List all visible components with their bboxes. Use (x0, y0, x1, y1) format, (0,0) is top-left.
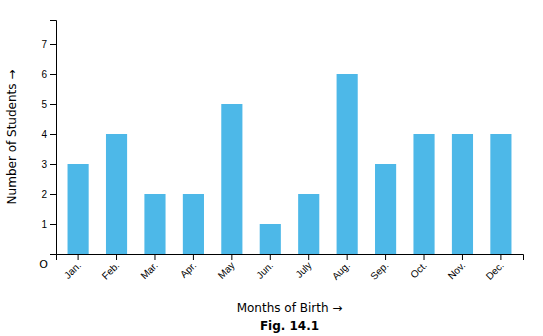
x-axis: Jan. Feb. Mar. Apr. May Jun. July Aug. Sep. Oct. N… (57, 254, 524, 282)
chart-container: Jan. Feb. Mar. Apr. May Jun. July Aug. Sep. Oct. N… (0, 0, 543, 336)
y-tick-label: 2 (41, 189, 47, 200)
y-axis: 1 2 3 4 5 6 7 (41, 21, 56, 255)
chart-svg: Jan. Feb. Mar. Apr. May Jun. July Aug. Sep. Oct. N… (0, 0, 543, 336)
x-tick-mark (270, 254, 271, 260)
x-tick-label: Sep. (368, 260, 390, 282)
x-tick-label: Jan. (62, 260, 83, 281)
x-tick-mark (462, 254, 463, 260)
x-tick-mark (424, 254, 425, 260)
x-tick: Apr. (178, 254, 198, 280)
bar (298, 194, 319, 254)
bars (68, 74, 512, 254)
y-tick: 3 (41, 159, 56, 170)
x-tick-label: Oct. (408, 260, 429, 281)
y-tick-label: 6 (41, 69, 47, 80)
origin-label: O (39, 258, 48, 271)
x-tick: Feb. (100, 254, 122, 282)
y-tick: 6 (41, 69, 56, 80)
y-tick-mark (50, 44, 56, 45)
plot-area: Jan. Feb. Mar. Apr. May Jun. July Aug. Sep. Oct. N… (39, 21, 523, 282)
y-tick: 1 (41, 219, 56, 230)
y-tick-mark (50, 164, 56, 165)
bar (375, 164, 396, 254)
bar (183, 194, 204, 254)
bar (144, 194, 165, 254)
y-tick-mark (50, 224, 56, 225)
x-tick-mark (193, 254, 194, 260)
x-tick-label: July (293, 260, 313, 280)
bar (221, 104, 242, 254)
y-tick-mark (50, 134, 56, 135)
x-tick-label: Mar. (138, 260, 160, 282)
bar (68, 164, 89, 254)
y-tick: 5 (41, 99, 56, 110)
x-tick-label: Nov. (446, 260, 468, 282)
x-tick-label: May (216, 260, 237, 281)
bar (106, 134, 127, 254)
x-axis-title: Months of Birth → (237, 301, 343, 315)
bar (337, 74, 358, 254)
x-tick: July (293, 254, 313, 280)
x-tick: May (216, 254, 237, 281)
y-tick-mark (50, 104, 56, 105)
x-tick-mark (231, 254, 232, 260)
x-tick: Mar. (138, 254, 160, 281)
x-tick-mark (500, 254, 501, 260)
x-tick-mark (116, 254, 117, 260)
x-tick-label: Dec. (484, 260, 506, 282)
x-tick: Aug. (330, 254, 352, 282)
y-tick: 4 (41, 129, 56, 140)
y-tick: 2 (41, 189, 56, 200)
x-tick: Dec. (484, 254, 506, 282)
bar (490, 134, 511, 254)
x-tick-label: Feb. (100, 260, 122, 282)
x-axis-line (57, 255, 524, 261)
x-tick: Jun. (254, 254, 275, 281)
x-tick-label: Apr. (178, 260, 198, 280)
x-tick: Nov. (446, 254, 468, 281)
y-tick-label: 5 (41, 99, 47, 110)
y-tick-mark (50, 74, 56, 75)
x-tick-mark (154, 254, 155, 260)
y-tick: 7 (41, 39, 56, 50)
x-tick-mark (78, 254, 79, 260)
bar (452, 134, 473, 254)
x-tick-label: Aug. (330, 260, 352, 282)
caption: Fig. 14.1 (260, 319, 319, 333)
x-tick: Oct. (408, 254, 429, 280)
x-tick-mark (385, 254, 386, 260)
y-tick-label: 4 (41, 129, 47, 140)
y-tick-label: 3 (41, 159, 47, 170)
x-tick: Sep. (368, 254, 390, 282)
x-tick-mark (347, 254, 348, 260)
bar (260, 224, 281, 254)
y-tick-label: 1 (41, 219, 47, 230)
x-tick-mark (308, 254, 309, 260)
x-tick-label: Jun. (254, 260, 275, 281)
x-tick: Jan. (62, 254, 83, 281)
y-axis-title: Number of Students → (5, 70, 19, 205)
bar (413, 134, 434, 254)
y-axis-line (50, 21, 57, 255)
y-tick-label: 7 (41, 39, 47, 50)
y-tick-mark (50, 194, 56, 195)
